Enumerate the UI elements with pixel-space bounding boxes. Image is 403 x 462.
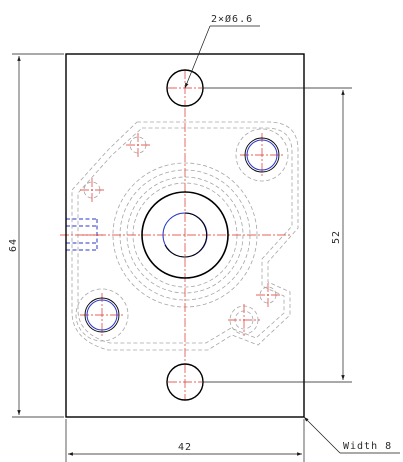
hole-callout-text: 2×Ø6.6 — [211, 13, 253, 25]
main-bore-inner-arc — [164, 212, 208, 258]
hidden-cbore-lower-left — [75, 288, 129, 342]
hidden-cbore-upper-right — [235, 128, 289, 182]
plate-outline — [65, 53, 305, 418]
hidden-outline-inner — [77, 127, 293, 344]
main-bore-outer — [141, 191, 229, 279]
hidden-geometry — [66, 121, 299, 351]
width-leader — [303, 416, 341, 454]
dim-42-text: 42 — [178, 442, 192, 453]
dim-64-text: 64 — [8, 238, 19, 252]
width-callout-text: Width 8 — [343, 441, 392, 452]
hole-leader — [184, 25, 211, 89]
ur-hole-outer — [244, 137, 280, 173]
hidden-outline — [71, 121, 299, 351]
visible-geometry — [65, 53, 305, 418]
ll-hole-outer — [84, 297, 120, 333]
ll-hole-blue — [86, 299, 118, 331]
ur-hole-blue — [246, 139, 278, 171]
centerlines — [60, 70, 290, 400]
dimensions: 2×Ø6.6 64 52 42 Width 8 — [8, 13, 400, 462]
hidden-slot-left — [66, 218, 98, 251]
dim-52-text: 52 — [331, 230, 342, 244]
